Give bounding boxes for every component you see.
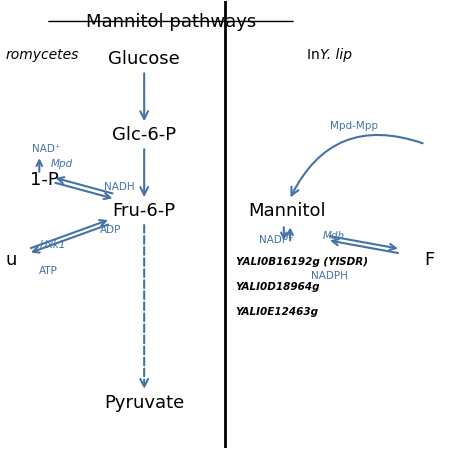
Text: ADP: ADP bbox=[100, 225, 121, 235]
Text: In: In bbox=[307, 48, 324, 62]
Text: YALI0E12463g: YALI0E12463g bbox=[236, 307, 319, 317]
Text: YALI0B16192g (YlSDR): YALI0B16192g (YlSDR) bbox=[236, 257, 368, 268]
Text: Pyruvate: Pyruvate bbox=[104, 394, 184, 412]
Text: Y. lip: Y. lip bbox=[321, 48, 352, 62]
Text: F: F bbox=[425, 251, 435, 269]
FancyArrowPatch shape bbox=[291, 135, 423, 195]
Text: 1-P: 1-P bbox=[31, 171, 59, 189]
Text: ATP: ATP bbox=[39, 266, 57, 276]
Text: NAD⁺: NAD⁺ bbox=[32, 144, 60, 154]
Text: NADH: NADH bbox=[104, 181, 135, 192]
Text: NADPH: NADPH bbox=[311, 271, 348, 281]
Text: Hxk1: Hxk1 bbox=[40, 240, 66, 250]
Text: Fru-6-P: Fru-6-P bbox=[113, 202, 176, 220]
Text: romycetes: romycetes bbox=[6, 48, 79, 62]
Text: Glc-6-P: Glc-6-P bbox=[112, 126, 176, 144]
Text: Mannitol: Mannitol bbox=[248, 202, 326, 220]
Text: Mdh: Mdh bbox=[323, 231, 345, 241]
Text: Glucose: Glucose bbox=[108, 50, 180, 68]
Text: NADP⁺: NADP⁺ bbox=[259, 235, 293, 245]
Text: Mpd-Mpp: Mpd-Mpp bbox=[330, 121, 378, 131]
Text: u: u bbox=[6, 251, 17, 269]
Text: YALI0D18964g: YALI0D18964g bbox=[236, 282, 320, 292]
Text: Mannitol pathways: Mannitol pathways bbox=[86, 13, 256, 31]
Text: Mpd: Mpd bbox=[50, 159, 73, 169]
